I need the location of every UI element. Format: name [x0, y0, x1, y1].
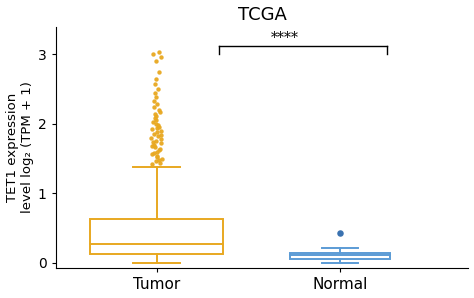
- Point: [156, 146, 164, 151]
- Point: [148, 162, 155, 167]
- Point: [151, 82, 159, 87]
- Point: [336, 231, 344, 235]
- Point: [155, 123, 162, 128]
- Point: [153, 130, 161, 135]
- Point: [155, 148, 162, 153]
- Point: [148, 144, 155, 148]
- Point: [152, 159, 160, 164]
- Point: [152, 138, 160, 143]
- Point: [156, 110, 164, 114]
- Point: [157, 137, 165, 142]
- Point: [149, 120, 157, 125]
- Point: [153, 153, 160, 158]
- Bar: [91, 219, 223, 254]
- Point: [153, 114, 160, 119]
- Point: [150, 139, 157, 144]
- Point: [155, 158, 163, 162]
- Point: [152, 76, 160, 81]
- Point: [152, 95, 160, 100]
- Point: [150, 131, 157, 136]
- Title: TCGA: TCGA: [237, 6, 286, 24]
- Point: [150, 142, 158, 147]
- Point: [158, 133, 165, 137]
- Point: [158, 156, 165, 161]
- Point: [148, 152, 155, 157]
- Point: [150, 99, 158, 103]
- Text: ****: ****: [271, 31, 299, 45]
- Point: [149, 127, 156, 132]
- Point: [154, 102, 161, 107]
- Point: [153, 155, 161, 159]
- Point: [151, 145, 159, 150]
- Point: [147, 135, 155, 140]
- Point: [155, 108, 163, 112]
- Point: [155, 124, 163, 129]
- Point: [151, 105, 158, 110]
- Point: [157, 128, 165, 133]
- Point: [155, 87, 162, 91]
- Point: [152, 59, 159, 64]
- Point: [154, 134, 162, 139]
- Point: [156, 160, 164, 165]
- Point: [150, 150, 158, 155]
- Bar: [290, 253, 391, 259]
- Point: [153, 149, 160, 154]
- Point: [149, 51, 157, 56]
- Point: [151, 91, 159, 96]
- Point: [151, 116, 159, 121]
- Point: [157, 141, 165, 146]
- Point: [155, 50, 163, 55]
- Point: [151, 112, 159, 117]
- Point: [152, 122, 160, 126]
- Point: [153, 126, 161, 131]
- Point: [153, 118, 160, 123]
- Y-axis label: TET1 expression
level log₂ (TPM + 1): TET1 expression level log₂ (TPM + 1): [6, 82, 34, 213]
- Point: [157, 55, 165, 60]
- Point: [155, 69, 163, 74]
